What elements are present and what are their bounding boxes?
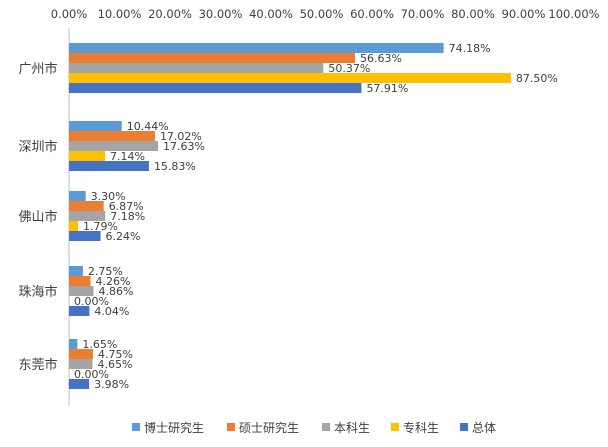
- x-tick-label: 0.00%: [51, 7, 88, 21]
- legend-swatch: [322, 423, 330, 431]
- data-label: 3.30%: [91, 190, 126, 203]
- data-label: 4.75%: [98, 348, 133, 361]
- bar: [69, 379, 90, 389]
- data-label: 1.65%: [82, 338, 117, 351]
- bar: [69, 306, 90, 316]
- x-tick-label: 30.00%: [199, 7, 243, 21]
- data-label: 6.87%: [109, 200, 144, 213]
- bar: [69, 161, 149, 171]
- bar: [69, 221, 79, 231]
- bar: [69, 121, 122, 131]
- legend-label: 专科生: [403, 420, 439, 435]
- data-label: 17.63%: [163, 140, 205, 153]
- bar: [69, 231, 101, 241]
- x-tick-label: 20.00%: [148, 7, 192, 21]
- data-label: 74.18%: [449, 42, 491, 55]
- bar: [69, 43, 444, 53]
- x-tick-label: 50.00%: [300, 7, 344, 21]
- x-tick-label: 80.00%: [451, 7, 495, 21]
- data-label: 4.26%: [96, 275, 131, 288]
- bar: [69, 286, 94, 296]
- legend-swatch: [227, 423, 235, 431]
- legend-label: 本科生: [334, 421, 370, 435]
- x-axis-tick-labels: 0.00% 10.00% 20.00% 30.00% 40.00% 50.00% 60.00…: [51, 7, 600, 21]
- x-tick-label: 10.00%: [98, 7, 142, 21]
- bar: [69, 276, 91, 286]
- bar: [69, 339, 78, 349]
- data-label: 50.37%: [328, 62, 370, 75]
- data-label: 17.02%: [160, 130, 202, 143]
- bar: [69, 83, 362, 93]
- x-tick-label: 40.00%: [249, 7, 293, 21]
- data-labels: 74.18% 56.63%50.37% 87.50% 57.91% 10.44%17.0…: [74, 42, 558, 391]
- data-label: 57.91%: [366, 82, 408, 95]
- data-label: 0.00%: [74, 368, 109, 381]
- bar: [69, 266, 83, 276]
- legend-swatch: [391, 423, 399, 431]
- x-tick-label: 100.00%: [548, 7, 599, 21]
- data-label: 7.14%: [110, 150, 145, 163]
- bar: [69, 211, 106, 221]
- bar: [69, 349, 93, 359]
- bar: [69, 141, 159, 151]
- data-label: 2.75%: [88, 265, 123, 278]
- data-label: 0.00%: [74, 295, 109, 308]
- bar: [69, 191, 86, 201]
- legend: 博士研究生 硕士研究生 本科生 专科生 总体: [132, 420, 496, 435]
- data-label: 3.98%: [94, 378, 129, 391]
- x-tick-label: 90.00%: [502, 7, 546, 21]
- data-label: 4.04%: [94, 305, 129, 318]
- legend-label: 硕士研究生: [239, 420, 299, 435]
- bar: [69, 53, 355, 63]
- bar: [69, 201, 104, 211]
- category-label: 佛山市: [18, 209, 57, 225]
- x-tick-label: 60.00%: [350, 7, 394, 21]
- bar: [69, 151, 106, 161]
- bar: [69, 73, 511, 83]
- data-label: 4.65%: [97, 358, 132, 371]
- category-label: 广州市: [18, 61, 57, 77]
- data-label: 87.50%: [516, 72, 558, 85]
- category-label: 东莞市: [18, 357, 57, 373]
- category-label: 珠海市: [18, 284, 57, 300]
- bar: [69, 63, 324, 73]
- data-label: 6.24%: [106, 230, 141, 243]
- bar: [69, 359, 93, 369]
- bars: [69, 43, 511, 389]
- category-label: 深圳市: [18, 139, 57, 155]
- data-label: 56.63%: [360, 52, 402, 65]
- x-tick-label: 70.00%: [401, 7, 445, 21]
- data-label: 10.44%: [127, 120, 169, 133]
- data-label: 4.86%: [99, 285, 134, 298]
- data-label: 1.79%: [83, 220, 118, 233]
- data-label: 7.18%: [110, 210, 145, 223]
- legend-label: 总体: [472, 421, 496, 435]
- legend-label: 博士研究生: [144, 420, 204, 435]
- data-label: 15.83%: [154, 160, 196, 173]
- legend-swatch: [132, 423, 140, 431]
- legend-swatch: [460, 423, 468, 431]
- bar: [69, 131, 155, 141]
